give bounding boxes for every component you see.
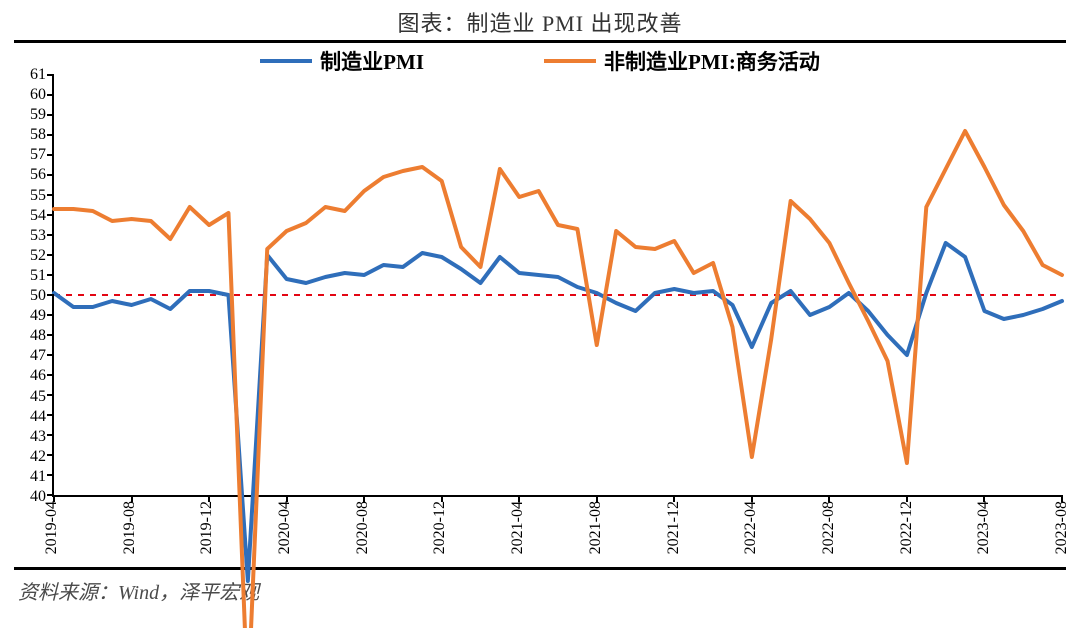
chart-container: 制造业PMI 非制造业PMI:商务活动 40414243444546474849… xyxy=(14,47,1066,567)
y-axis-labels: 4041424344454647484950515253545556575859… xyxy=(14,75,48,497)
x-tick-label: 2021-08 xyxy=(587,501,605,554)
y-tick-label: 50 xyxy=(30,287,46,305)
legend-item-nonmanufacturing: 非制造业PMI:商务活动 xyxy=(544,46,820,76)
y-tick-label: 55 xyxy=(30,187,46,205)
y-tick-label: 57 xyxy=(30,146,46,164)
y-tick xyxy=(47,454,54,456)
legend-label-manufacturing: 制造业PMI xyxy=(320,46,424,76)
x-tick-label: 2022-12 xyxy=(898,501,916,554)
y-tick xyxy=(47,74,54,76)
y-tick-label: 45 xyxy=(30,388,46,406)
y-tick xyxy=(47,374,54,376)
y-tick xyxy=(47,294,54,296)
y-tick-label: 58 xyxy=(30,126,46,144)
y-tick xyxy=(47,414,54,416)
y-tick-label: 42 xyxy=(30,448,46,466)
y-tick-label: 54 xyxy=(30,207,46,225)
x-tick-label: 2020-08 xyxy=(354,501,372,554)
x-tick-label: 2020-12 xyxy=(431,501,449,554)
y-tick-label: 52 xyxy=(30,247,46,265)
y-tick xyxy=(47,214,54,216)
legend-swatch-manufacturing xyxy=(260,59,312,63)
plot-area xyxy=(52,75,1062,497)
source-text: 资料来源：Wind，泽平宏观 xyxy=(0,570,1080,605)
y-tick xyxy=(47,134,54,136)
y-tick xyxy=(47,434,54,436)
y-tick-label: 49 xyxy=(30,307,46,325)
y-tick xyxy=(47,174,54,176)
y-tick xyxy=(47,274,54,276)
x-tick-label: 2022-08 xyxy=(820,501,838,554)
y-tick xyxy=(47,314,54,316)
x-tick-label: 2019-04 xyxy=(43,501,61,554)
y-tick xyxy=(47,354,54,356)
y-tick-label: 60 xyxy=(30,86,46,104)
y-tick-label: 41 xyxy=(30,468,46,486)
y-tick-label: 56 xyxy=(30,166,46,184)
y-tick-label: 53 xyxy=(30,227,46,245)
y-tick-label: 59 xyxy=(30,106,46,124)
x-tick-label: 2023-08 xyxy=(1053,501,1071,554)
y-tick xyxy=(47,94,54,96)
x-tick-label: 2020-04 xyxy=(276,501,294,554)
x-tick-label: 2019-12 xyxy=(198,501,216,554)
y-tick xyxy=(47,394,54,396)
y-tick xyxy=(47,334,54,336)
y-tick xyxy=(47,254,54,256)
x-tick-label: 2019-08 xyxy=(121,501,139,554)
chart-svg xyxy=(54,75,1062,495)
y-tick-label: 46 xyxy=(30,367,46,385)
y-tick-label: 43 xyxy=(30,428,46,446)
top-rule xyxy=(14,40,1066,43)
y-tick xyxy=(47,474,54,476)
x-tick-label: 2021-12 xyxy=(665,501,683,554)
legend: 制造业PMI 非制造业PMI:商务活动 xyxy=(14,47,1066,75)
legend-label-nonmanufacturing: 非制造业PMI:商务活动 xyxy=(604,46,820,76)
y-tick-label: 51 xyxy=(30,267,46,285)
y-tick-label: 48 xyxy=(30,327,46,345)
y-tick xyxy=(47,114,54,116)
x-axis-labels: 2019-042019-082019-122020-042020-082020-… xyxy=(52,497,1062,567)
x-tick-label: 2022-04 xyxy=(742,501,760,554)
y-tick-label: 47 xyxy=(30,347,46,365)
y-tick-label: 61 xyxy=(30,66,46,84)
legend-item-manufacturing: 制造业PMI xyxy=(260,46,424,76)
chart-title: 图表：制造业 PMI 出现改善 xyxy=(0,0,1080,40)
legend-swatch-nonmanufacturing xyxy=(544,59,596,63)
x-tick-label: 2021-04 xyxy=(509,501,527,554)
plot: 4041424344454647484950515253545556575859… xyxy=(14,75,1066,567)
x-tick-label: 2023-04 xyxy=(975,501,993,554)
y-tick xyxy=(47,154,54,156)
y-tick xyxy=(47,234,54,236)
y-tick xyxy=(47,194,54,196)
y-tick-label: 44 xyxy=(30,408,46,426)
